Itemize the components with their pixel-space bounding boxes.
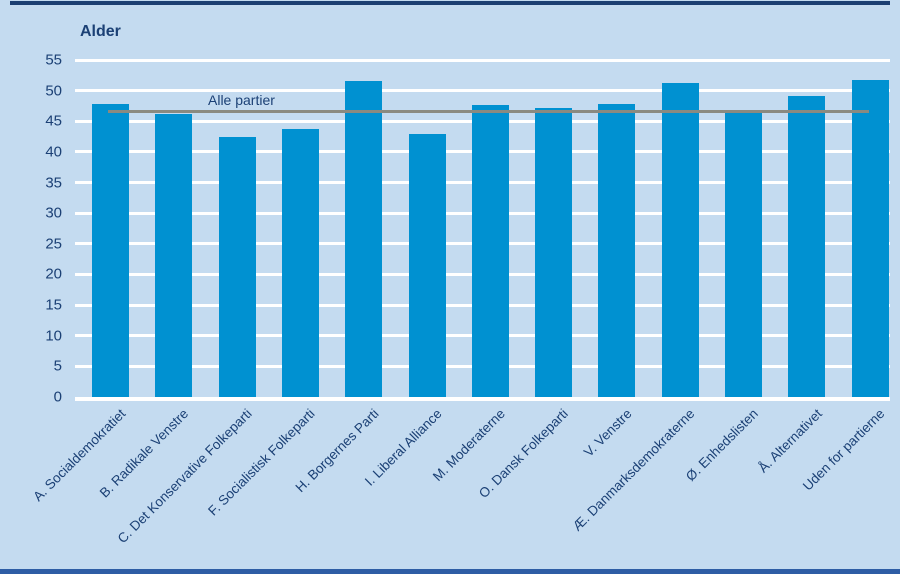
- x-axis-label-10: Æ. Danmarksdemokraterne: [569, 406, 698, 534]
- y-axis-label-35: 35: [45, 174, 62, 192]
- y-axis-label-25: 25: [45, 235, 62, 253]
- y-axis-label-20: 20: [45, 265, 62, 283]
- x-axis-label-4: F. Socialistisk Folkeparti: [205, 406, 319, 519]
- bar-11: [725, 113, 762, 397]
- y-axis-label-30: 30: [45, 204, 62, 222]
- y-axis-label-10: 10: [45, 327, 62, 345]
- bar-7: [471, 105, 509, 397]
- x-axis-label-3: C. Det Konservative Folkeparti: [114, 406, 255, 547]
- bar-13: [851, 79, 889, 397]
- bar-9: [598, 104, 636, 397]
- top-border-rule: [10, 1, 890, 5]
- reference-line-alle-partier: [108, 109, 870, 113]
- bar-5: [345, 81, 383, 397]
- y-axis-label-50: 50: [45, 82, 62, 100]
- chart-title: Alder: [80, 23, 121, 40]
- x-axis-label-9: V. Venstre: [580, 406, 635, 460]
- bar-1: [92, 104, 129, 397]
- y-axis-label-55: 55: [45, 51, 62, 69]
- bar-6: [408, 133, 446, 397]
- x-axis-label-12: Å. Alternativet: [754, 406, 825, 476]
- y-axis-label-0: 0: [53, 388, 62, 406]
- bar-12: [788, 96, 826, 397]
- bar-8: [535, 108, 573, 397]
- bar-10: [661, 83, 699, 397]
- y-axis-label-15: 15: [45, 296, 62, 314]
- bar-2: [155, 113, 193, 397]
- reference-line-label: Alle partier: [208, 92, 275, 109]
- bar-3: [218, 137, 256, 397]
- bottom-border-rule: [0, 569, 900, 574]
- x-axis-baseline: [75, 397, 890, 401]
- y-axis-label-40: 40: [45, 143, 62, 161]
- plot-area: [75, 58, 890, 397]
- y-axis-label-5: 5: [53, 357, 62, 375]
- gridline-55: [75, 58, 890, 62]
- bar-4: [281, 128, 319, 397]
- y-axis-label-45: 45: [45, 112, 62, 130]
- gridline-50: [75, 89, 890, 93]
